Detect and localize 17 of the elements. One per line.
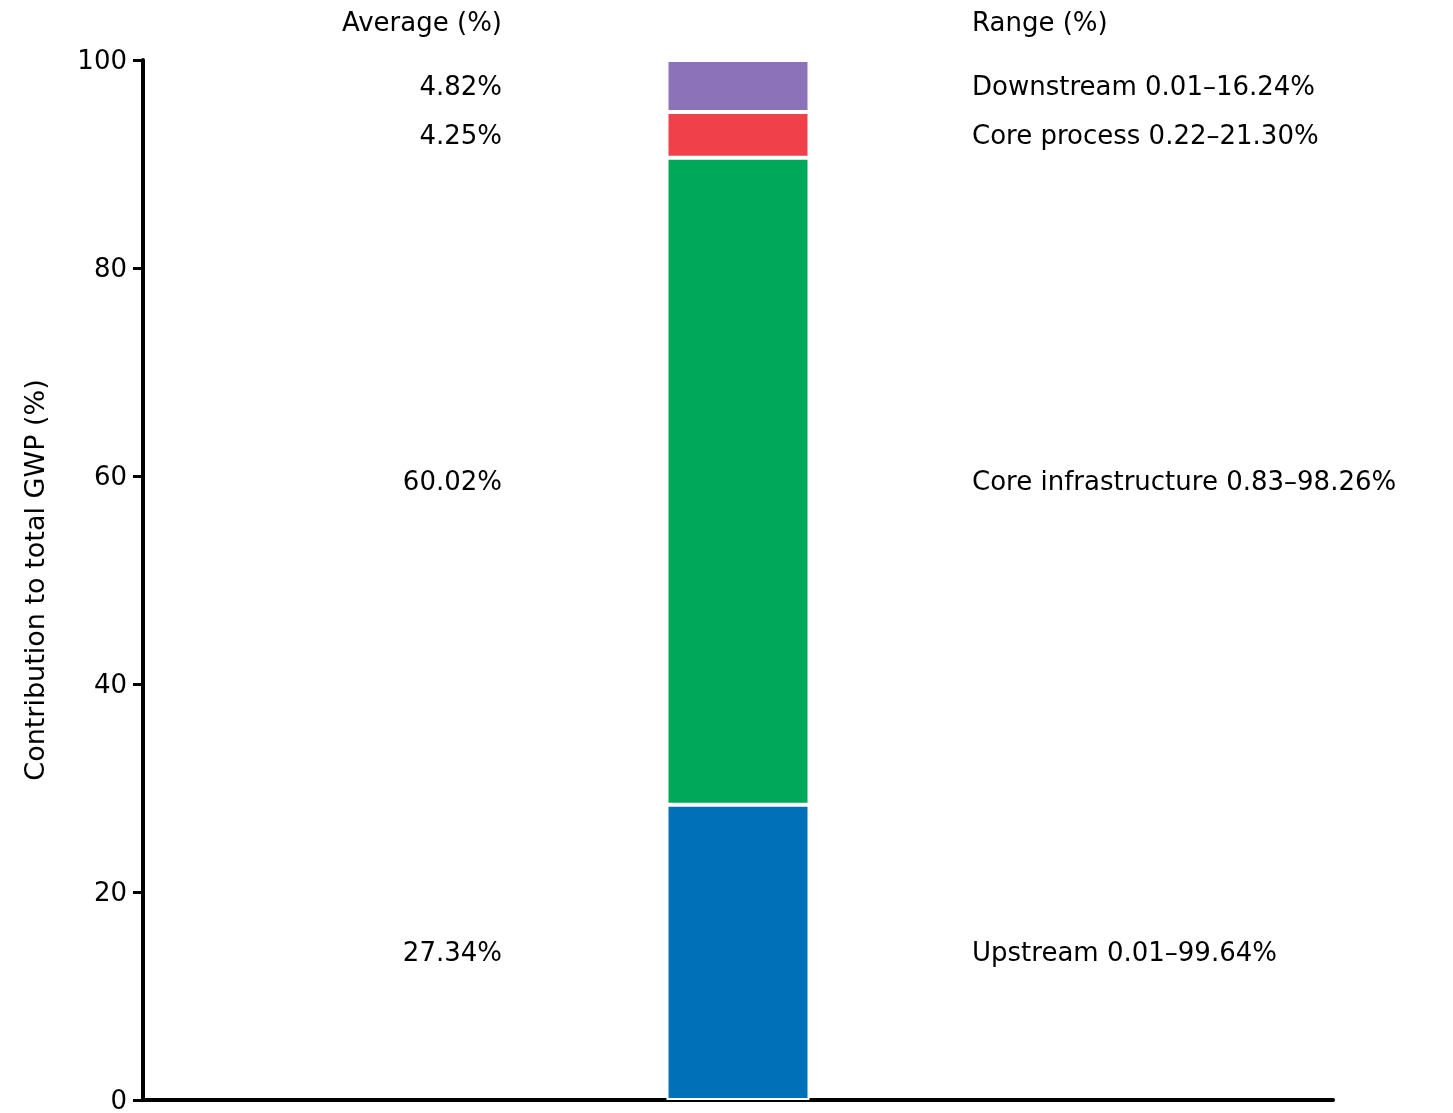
- y-tick-label: 60: [93, 461, 127, 491]
- y-tick-label: 0: [110, 1085, 127, 1113]
- text: Average (%): [341, 7, 502, 37]
- y-tick-label: 80: [93, 253, 127, 283]
- text: Upstream 0.01–99.64%: [972, 937, 1277, 968]
- annotation: 4.25%: [419, 119, 502, 150]
- y-axis-title: Contribution to total GWP (%): [19, 379, 50, 781]
- text: Downstream 0.01–16.24%: [972, 71, 1316, 101]
- text: Core process 0.22–21.30%: [972, 119, 1319, 150]
- y-tick-label: 100: [77, 45, 127, 75]
- annotation: 60.02%: [402, 466, 502, 497]
- annotation: 27.34%: [402, 937, 502, 968]
- text: Core infrastructure 0.83–98.26%: [972, 466, 1397, 497]
- text: Range (%): [972, 7, 1108, 37]
- y-tick-label: 20: [93, 877, 127, 907]
- annotation: 4.82%: [419, 71, 502, 101]
- y-tick-label: 40: [93, 669, 127, 699]
